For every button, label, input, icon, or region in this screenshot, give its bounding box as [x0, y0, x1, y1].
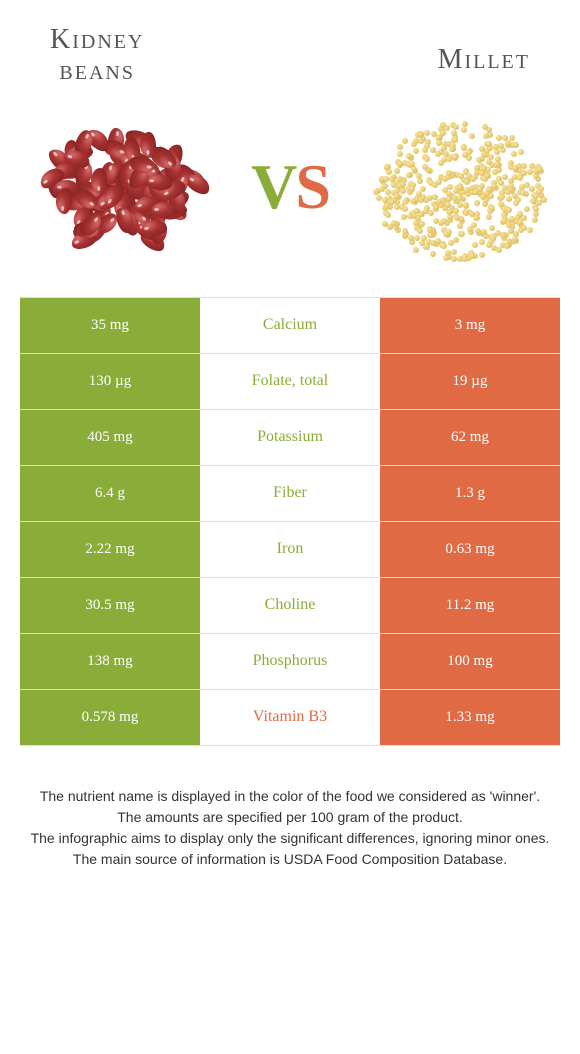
right-value: 11.2 mg [380, 578, 560, 633]
nutrient-label: Potassium [200, 410, 380, 465]
left-value: 138 mg [20, 634, 200, 689]
right-value: 3 mg [380, 298, 560, 353]
left-value: 2.22 mg [20, 522, 200, 577]
left-food-title-line2: beans [59, 55, 135, 86]
left-value: 30.5 mg [20, 578, 200, 633]
right-value: 1.33 mg [380, 690, 560, 745]
footnote-line: The nutrient name is displayed in the co… [20, 786, 560, 807]
right-food-title: Millet [438, 45, 530, 87]
kidney-beans-illustration [20, 97, 220, 277]
right-value: 62 mg [380, 410, 560, 465]
table-row: 405 mgPotassium62 mg [20, 410, 560, 466]
table-row: 30.5 mgCholine11.2 mg [20, 578, 560, 634]
left-value: 405 mg [20, 410, 200, 465]
header: Kidney beans Millet [0, 0, 580, 97]
right-value: 100 mg [380, 634, 560, 689]
nutrient-label: Fiber [200, 466, 380, 521]
nutrient-label: Iron [200, 522, 380, 577]
right-value: 19 µg [380, 354, 560, 409]
table-row: 6.4 gFiber1.3 g [20, 466, 560, 522]
vs-v: V [251, 151, 295, 222]
table-row: 35 mgCalcium3 mg [20, 298, 560, 354]
table-row: 138 mgPhosphorus100 mg [20, 634, 560, 690]
table-row: 130 µgFolate, total19 µg [20, 354, 560, 410]
footnote-line: The infographic aims to display only the… [20, 828, 560, 849]
left-value: 130 µg [20, 354, 200, 409]
table-row: 2.22 mgIron0.63 mg [20, 522, 560, 578]
left-value: 0.578 mg [20, 690, 200, 745]
nutrient-label: Choline [200, 578, 380, 633]
nutrient-label: Phosphorus [200, 634, 380, 689]
right-value: 1.3 g [380, 466, 560, 521]
nutrient-label: Calcium [200, 298, 380, 353]
footnote-line: The main source of information is USDA F… [20, 849, 560, 870]
image-row: VS [0, 97, 580, 297]
footnote-line: The amounts are specified per 100 gram o… [20, 807, 560, 828]
left-food-title-line1: Kidney [50, 24, 144, 55]
right-value: 0.63 mg [380, 522, 560, 577]
vs-s: S [295, 151, 329, 222]
nutrient-label: Folate, total [200, 354, 380, 409]
millet-illustration [360, 97, 560, 277]
left-food-title: Kidney beans [50, 25, 144, 87]
nutrient-table: 35 mgCalcium3 mg130 µgFolate, total19 µg… [20, 297, 560, 746]
left-value: 6.4 g [20, 466, 200, 521]
nutrient-label: Vitamin B3 [200, 690, 380, 745]
vs-label: VS [251, 150, 329, 224]
footnotes: The nutrient name is displayed in the co… [0, 746, 580, 870]
table-row: 0.578 mgVitamin B31.33 mg [20, 690, 560, 746]
left-value: 35 mg [20, 298, 200, 353]
